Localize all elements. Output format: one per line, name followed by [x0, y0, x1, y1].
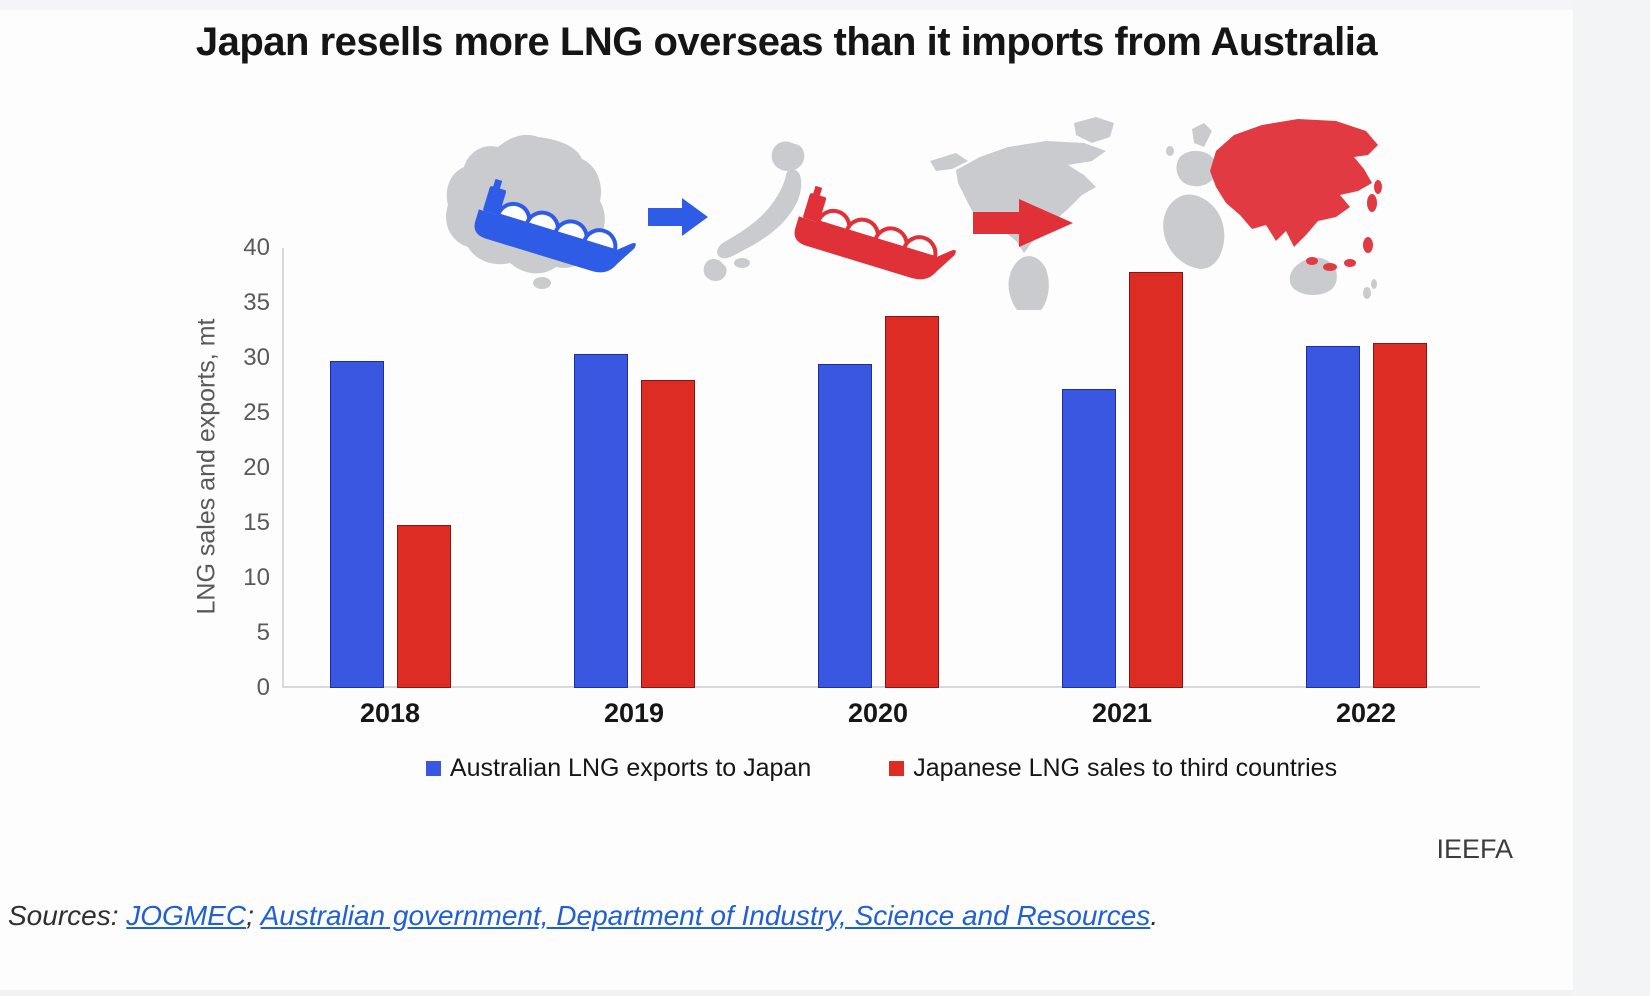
bar-2018-blue — [329, 361, 384, 688]
bar-2019-red — [640, 380, 695, 688]
x-label-2018: 2018 — [359, 698, 421, 728]
y-axis-line — [282, 248, 284, 688]
bar-2021-blue — [1061, 388, 1116, 688]
x-label-2021: 2021 — [1091, 698, 1153, 728]
attribution: IEEFA — [1436, 834, 1513, 864]
legend-item-red-series: Japanese LNG sales to third countries — [889, 754, 1337, 783]
y-tick-30: 30 — [243, 344, 270, 371]
x-label-2022: 2022 — [1335, 698, 1397, 728]
japan-map — [703, 141, 805, 281]
x-axis-line — [282, 686, 1480, 688]
sources-prefix: Sources: — [8, 900, 127, 931]
bottom-background-strip — [0, 990, 1573, 996]
red-right-arrow-icon — [973, 199, 1073, 247]
blue-right-arrow-icon — [648, 198, 708, 236]
y-tick-15: 15 — [243, 509, 270, 536]
source-link-australian-government[interactable]: Australian government, Department of Ind… — [260, 900, 1151, 931]
top-background-strip — [0, 0, 1650, 10]
sources-line: Sources: JOGMEC; Australian government, … — [8, 900, 1568, 932]
y-tick-25: 25 — [243, 399, 270, 426]
y-tick-0: 0 — [256, 674, 270, 701]
legend-swatch-blue — [425, 761, 441, 776]
red-lng-tanker-icon — [789, 181, 965, 291]
bar-2022-blue — [1305, 345, 1360, 688]
x-label-2019: 2019 — [603, 698, 665, 728]
chart-title: Japan resells more LNG overseas than it … — [195, 20, 1378, 64]
y-tick-20: 20 — [243, 454, 270, 481]
legend-label: Japanese LNG sales to third countries — [913, 754, 1338, 782]
bar-2020-red — [884, 316, 939, 688]
legend-label: Australian LNG exports to Japan — [449, 754, 812, 782]
legend-item-blue-series: Australian LNG exports to Japan — [425, 754, 812, 783]
lng-flow-illustration — [446, 117, 1382, 310]
right-background-strip — [1573, 0, 1650, 996]
y-tick-35: 35 — [243, 289, 270, 316]
bar-2019-blue — [573, 353, 628, 688]
bar-2020-blue — [817, 363, 872, 688]
bar-2021-red — [1128, 272, 1183, 688]
bar-2018-red — [396, 525, 451, 688]
asia-highlight — [1210, 119, 1382, 271]
y-tick-40: 40 — [243, 234, 270, 261]
bar-2022-red — [1372, 342, 1427, 688]
x-label-2020: 2020 — [847, 698, 909, 728]
sources-separator: ; — [246, 900, 261, 931]
y-tick-5: 5 — [256, 619, 270, 646]
sources-terminator: . — [1150, 900, 1159, 931]
y-tick-10: 10 — [243, 564, 270, 591]
source-link-jogmec[interactable]: JOGMEC — [126, 900, 247, 931]
legend-swatch-red — [889, 761, 905, 776]
legend: Australian LNG exports to Japan Japanese … — [283, 754, 1480, 783]
